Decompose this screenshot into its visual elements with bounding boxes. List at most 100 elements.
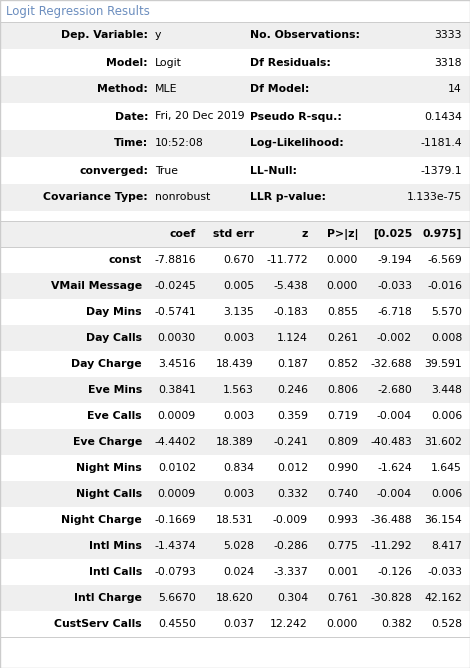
Text: 18.620: 18.620 <box>216 593 254 603</box>
Text: Logit: Logit <box>155 57 182 67</box>
Text: 0.003: 0.003 <box>223 333 254 343</box>
Text: Model:: Model: <box>106 57 148 67</box>
Text: -1181.4: -1181.4 <box>420 138 462 148</box>
Text: 3.135: 3.135 <box>223 307 254 317</box>
Text: 3.4516: 3.4516 <box>158 359 196 369</box>
Text: -0.033: -0.033 <box>377 281 412 291</box>
Bar <box>0 403 470 429</box>
Text: 0.246: 0.246 <box>277 385 308 395</box>
Text: Df Model:: Df Model: <box>250 84 309 94</box>
Text: 0.4550: 0.4550 <box>158 619 196 629</box>
Text: -0.0245: -0.0245 <box>154 281 196 291</box>
Bar <box>0 585 470 611</box>
Text: 18.439: 18.439 <box>216 359 254 369</box>
Text: Intl Mins: Intl Mins <box>89 541 142 551</box>
Text: -0.1669: -0.1669 <box>154 515 196 525</box>
Text: -0.002: -0.002 <box>377 333 412 343</box>
Text: Time:: Time: <box>114 138 148 148</box>
Text: Day Mins: Day Mins <box>86 307 142 317</box>
Text: 0.855: 0.855 <box>327 307 358 317</box>
Text: -5.438: -5.438 <box>273 281 308 291</box>
Text: y: y <box>155 31 161 41</box>
Text: 0.993: 0.993 <box>327 515 358 525</box>
Text: 1.563: 1.563 <box>223 385 254 395</box>
Text: Eve Calls: Eve Calls <box>87 411 142 421</box>
Text: coef: coef <box>170 229 196 239</box>
Bar <box>0 481 470 507</box>
Bar <box>0 49 470 76</box>
Text: 39.591: 39.591 <box>424 359 462 369</box>
Text: 0.0102: 0.0102 <box>158 463 196 473</box>
Text: 0.990: 0.990 <box>327 463 358 473</box>
Bar <box>0 533 470 559</box>
Bar <box>0 273 470 299</box>
Text: -0.004: -0.004 <box>377 411 412 421</box>
Bar <box>0 611 470 637</box>
Text: 0.0009: 0.0009 <box>158 489 196 499</box>
Text: -1.624: -1.624 <box>377 463 412 473</box>
Text: 0.261: 0.261 <box>327 333 358 343</box>
Text: 0.761: 0.761 <box>327 593 358 603</box>
Text: 0.001: 0.001 <box>327 567 358 577</box>
Text: 8.417: 8.417 <box>431 541 462 551</box>
Bar <box>0 299 470 325</box>
Text: 0.003: 0.003 <box>223 411 254 421</box>
Text: No. Observations:: No. Observations: <box>250 31 360 41</box>
Text: Df Residuals:: Df Residuals: <box>250 57 331 67</box>
Text: 0.528: 0.528 <box>431 619 462 629</box>
Text: 31.602: 31.602 <box>424 437 462 447</box>
Text: 0.852: 0.852 <box>327 359 358 369</box>
Bar <box>0 157 470 184</box>
Text: nonrobust: nonrobust <box>155 192 210 202</box>
Text: LL-Null:: LL-Null: <box>250 166 297 176</box>
Bar <box>0 429 470 455</box>
Text: Logit Regression Results: Logit Regression Results <box>6 5 150 17</box>
Bar <box>0 507 470 533</box>
Text: 0.740: 0.740 <box>327 489 358 499</box>
Text: Eve Mins: Eve Mins <box>88 385 142 395</box>
Text: -0.183: -0.183 <box>273 307 308 317</box>
Text: 0.775: 0.775 <box>327 541 358 551</box>
Text: 0.006: 0.006 <box>431 411 462 421</box>
Text: -2.680: -2.680 <box>377 385 412 395</box>
Text: -30.828: -30.828 <box>370 593 412 603</box>
Text: 3333: 3333 <box>434 31 462 41</box>
Text: 0.834: 0.834 <box>223 463 254 473</box>
Text: -0.241: -0.241 <box>273 437 308 447</box>
Text: -0.286: -0.286 <box>273 541 308 551</box>
Bar <box>0 76 470 103</box>
Text: 18.531: 18.531 <box>216 515 254 525</box>
Text: 0.1434: 0.1434 <box>424 112 462 122</box>
Bar <box>0 0 470 22</box>
Text: -1379.1: -1379.1 <box>420 166 462 176</box>
Text: 0.809: 0.809 <box>327 437 358 447</box>
Text: -11.292: -11.292 <box>370 541 412 551</box>
Text: True: True <box>155 166 178 176</box>
Text: -11.772: -11.772 <box>266 255 308 265</box>
Text: -40.483: -40.483 <box>370 437 412 447</box>
Text: 0.382: 0.382 <box>381 619 412 629</box>
Text: 0.000: 0.000 <box>327 281 358 291</box>
Text: 14: 14 <box>448 84 462 94</box>
Text: LLR p-value:: LLR p-value: <box>250 192 326 202</box>
Text: -0.0793: -0.0793 <box>154 567 196 577</box>
Bar <box>0 377 470 403</box>
Text: -32.688: -32.688 <box>370 359 412 369</box>
Bar <box>0 130 470 157</box>
Text: Night Charge: Night Charge <box>61 515 142 525</box>
Bar <box>0 103 470 130</box>
Text: Intl Charge: Intl Charge <box>74 593 142 603</box>
Text: std err: std err <box>213 229 254 239</box>
Text: 0.003: 0.003 <box>223 489 254 499</box>
Bar <box>0 455 470 481</box>
Text: Covariance Type:: Covariance Type: <box>43 192 148 202</box>
Text: VMail Message: VMail Message <box>51 281 142 291</box>
Text: -4.4402: -4.4402 <box>154 437 196 447</box>
Text: [0.025: [0.025 <box>373 229 412 239</box>
Text: MLE: MLE <box>155 84 178 94</box>
Text: Dep. Variable:: Dep. Variable: <box>61 31 148 41</box>
Text: Log-Likelihood:: Log-Likelihood: <box>250 138 344 148</box>
Text: 10:52:08: 10:52:08 <box>155 138 204 148</box>
Text: 36.154: 36.154 <box>424 515 462 525</box>
Text: -0.126: -0.126 <box>377 567 412 577</box>
